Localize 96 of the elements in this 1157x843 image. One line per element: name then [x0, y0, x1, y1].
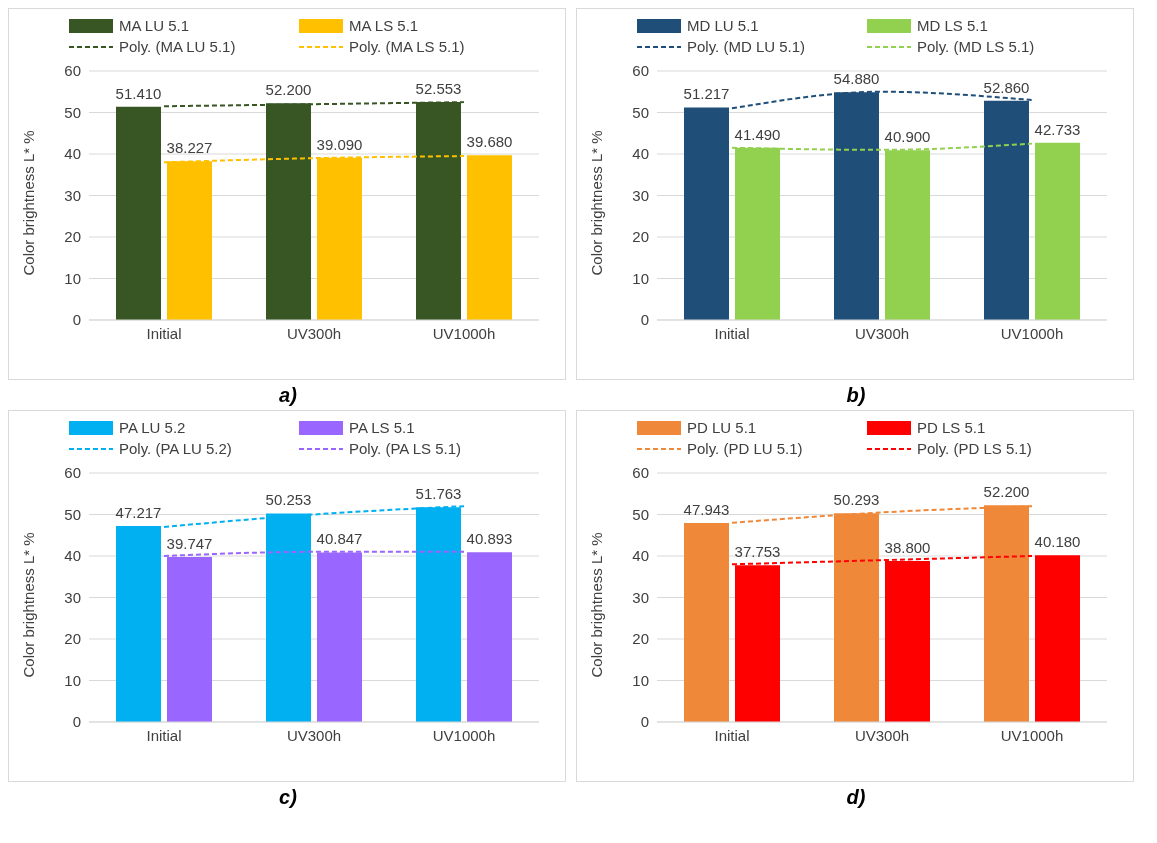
x-tick-label: UV1000h — [432, 726, 496, 744]
data-label: 38.800 — [884, 538, 931, 556]
data-label: 51.763 — [415, 485, 462, 503]
legend-label: MD LU 5.1 — [687, 17, 759, 34]
data-label: 50.253 — [265, 491, 312, 509]
bar — [1035, 142, 1080, 320]
legend-label: MD LS 5.1 — [917, 17, 988, 34]
data-label: 39.747 — [166, 535, 213, 553]
bar — [116, 106, 161, 320]
y-tick-label: 10 — [632, 269, 649, 287]
y-tick-label: 10 — [64, 269, 81, 287]
x-tick-label: UV300h — [854, 324, 910, 342]
data-label: 42.733 — [1034, 120, 1081, 138]
y-tick-label: 50 — [632, 505, 649, 523]
y-tick-label: 20 — [632, 228, 649, 246]
y-tick-label: 10 — [632, 671, 649, 689]
bar — [467, 552, 512, 722]
y-tick-label: 50 — [64, 505, 81, 523]
y-tick-label: 50 — [632, 103, 649, 121]
data-label: 52.553 — [415, 79, 462, 97]
y-tick-label: 30 — [64, 588, 81, 606]
x-tick-label: UV300h — [286, 726, 342, 744]
data-label: 38.227 — [166, 139, 213, 157]
y-tick-label: 60 — [632, 464, 649, 482]
y-tick-label: 40 — [632, 547, 649, 565]
bar — [684, 107, 729, 320]
y-tick-label: 40 — [64, 145, 81, 163]
data-label: 52.860 — [983, 78, 1030, 96]
x-tick-label: Initial — [714, 726, 750, 744]
data-label: 37.753 — [734, 543, 781, 561]
y-tick-label: 30 — [632, 588, 649, 606]
text: d) — [845, 785, 867, 810]
legend-label: Poly. (MA LU 5.1) — [119, 38, 236, 55]
y-tick-label: 30 — [632, 186, 649, 204]
legend-label: PA LS 5.1 — [349, 419, 415, 436]
bar — [116, 526, 161, 722]
x-tick-label: Initial — [146, 324, 182, 342]
data-label: 40.180 — [1034, 533, 1081, 551]
x-tick-label: UV1000h — [1000, 726, 1064, 744]
data-label: 51.410 — [115, 84, 162, 102]
y-tick-label: 0 — [72, 311, 81, 329]
y-tick-label: 0 — [640, 713, 649, 731]
legend-label: PD LS 5.1 — [917, 419, 986, 436]
x-tick-label: Initial — [146, 726, 182, 744]
y-axis-title: Color brightness L* % — [20, 532, 38, 678]
y-tick-label: 30 — [64, 186, 81, 204]
y-tick-label: 0 — [640, 311, 649, 329]
data-label: 47.943 — [683, 501, 730, 519]
x-tick-label: UV1000h — [432, 324, 496, 342]
legend-label: PD LU 5.1 — [687, 419, 757, 436]
data-label: 39.090 — [316, 135, 363, 153]
legend-label: MA LU 5.1 — [119, 17, 190, 34]
legend-label: PA LU 5.2 — [119, 419, 186, 436]
y-tick-label: 20 — [632, 630, 649, 648]
legend-label: Poly. (PD LU 5.1) — [687, 440, 803, 457]
x-tick-label: UV1000h — [1000, 324, 1064, 342]
legend-label: Poly. (MD LU 5.1) — [687, 38, 806, 55]
data-label: 52.200 — [265, 81, 312, 99]
data-label: 40.893 — [466, 530, 513, 548]
data-label: 54.880 — [833, 70, 880, 88]
y-axis-title: Color brightness L* % — [588, 532, 606, 678]
data-label: 47.217 — [115, 504, 162, 522]
text: a) — [278, 383, 298, 408]
y-axis-title: Color brightness L* % — [20, 130, 38, 276]
legend-label: Poly. (PD LS 5.1) — [917, 440, 1032, 457]
data-label: 41.490 — [734, 125, 781, 143]
x-tick-label: UV300h — [854, 726, 910, 744]
legend-label: Poly. (MA LS 5.1) — [349, 38, 465, 55]
y-tick-label: 40 — [64, 547, 81, 565]
data-label: 40.847 — [316, 530, 363, 548]
y-tick-label: 0 — [72, 713, 81, 731]
y-tick-label: 60 — [64, 464, 81, 482]
y-tick-label: 40 — [632, 145, 649, 163]
x-tick-label: Initial — [714, 324, 750, 342]
data-label: 50.293 — [833, 491, 880, 509]
y-axis-title: Color brightness L* % — [588, 130, 606, 276]
legend-label: MA LS 5.1 — [349, 17, 419, 34]
bar — [467, 155, 512, 320]
data-label: 40.900 — [884, 128, 931, 146]
legend-label: Poly. (PA LS 5.1) — [349, 440, 461, 457]
x-tick-label: UV300h — [286, 324, 342, 342]
y-tick-label: 20 — [64, 228, 81, 246]
data-label: 51.217 — [683, 85, 730, 103]
text: c) — [278, 785, 298, 810]
data-label: 39.680 — [466, 133, 513, 151]
y-tick-label: 60 — [64, 62, 81, 80]
y-tick-label: 50 — [64, 103, 81, 121]
data-label: 52.200 — [983, 483, 1030, 501]
text: b) — [845, 383, 867, 408]
y-tick-label: 20 — [64, 630, 81, 648]
bar — [1035, 555, 1080, 722]
bar — [684, 523, 729, 722]
y-tick-label: 10 — [64, 671, 81, 689]
y-tick-label: 60 — [632, 62, 649, 80]
legend-label: Poly. (PA LU 5.2) — [119, 440, 232, 457]
legend-label: Poly. (MD LS 5.1) — [917, 38, 1035, 55]
